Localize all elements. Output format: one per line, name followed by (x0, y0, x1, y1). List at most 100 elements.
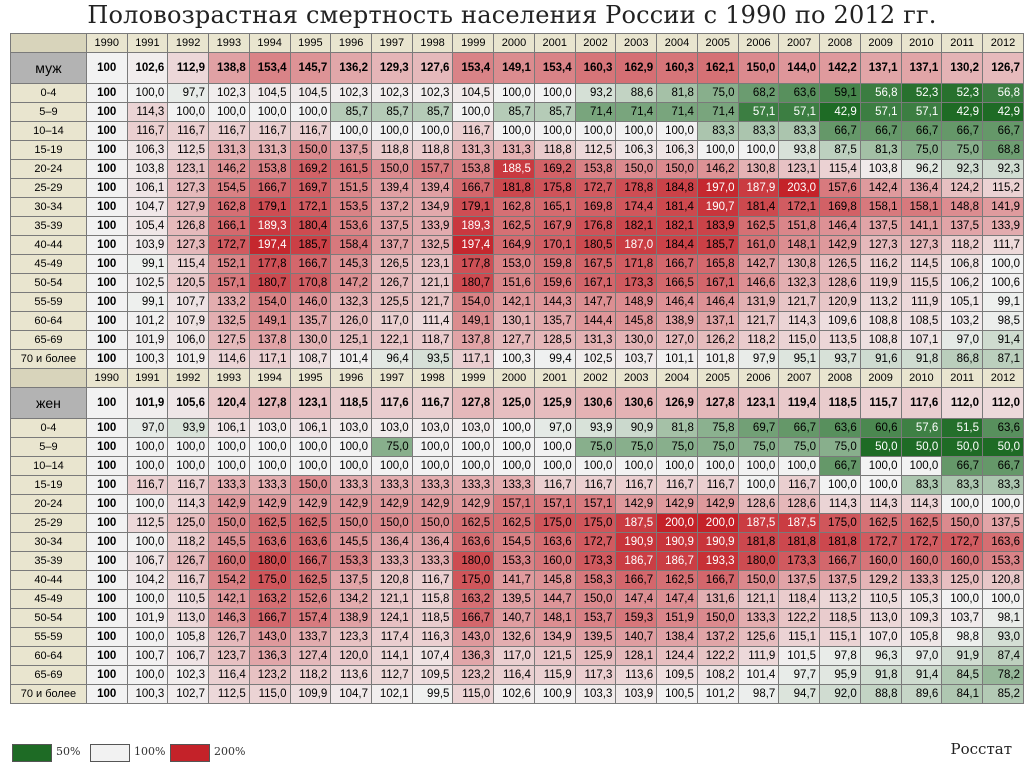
heatmap-value-cell: 181,8 (819, 532, 861, 552)
heatmap-value-cell: 127,5 (208, 330, 250, 350)
heatmap-value-cell: 152,1 (208, 254, 250, 274)
heatmap-value-cell: 101,4 (330, 349, 372, 369)
heatmap-value-cell: 50,0 (941, 437, 983, 457)
heatmap-value-cell: 100,0 (126, 589, 169, 609)
heatmap-value-cell: 139,4 (411, 178, 454, 198)
total-value-cell: 138,8 (208, 52, 250, 84)
age-group-row: 40-44 100 103,9 127,3 172,7 197,4 185,7 158,4 13… (10, 235, 1024, 255)
heatmap-value-cell: 116,7 (696, 475, 739, 495)
year-header-cell: 1990 (85, 33, 128, 53)
heatmap-value-cell: 145,8 (533, 570, 576, 590)
heatmap-value-cell: 90,9 (615, 418, 658, 438)
heatmap-value-cell: 124,2 (941, 178, 983, 198)
heatmap-value-cell: 166,7 (696, 570, 739, 590)
heatmap-value-cell: 81,3 (859, 140, 902, 160)
heatmap-value-cell: 105,8 (167, 627, 210, 647)
year-header-cell: 2006 (737, 368, 780, 388)
heatmap-value-cell: 146,2 (208, 159, 250, 179)
heatmap-value-cell: 162,5 (289, 570, 332, 590)
heatmap-value-cell: 145,3 (330, 254, 372, 274)
heatmap-value-cell: 101,1 (656, 349, 698, 369)
heatmap-value-cell: 95,9 (819, 665, 861, 685)
heatmap-value-cell: 102,6 (493, 684, 535, 704)
age-group-label: 15-19 (10, 475, 87, 495)
heatmap-value-cell: 120,5 (167, 273, 210, 293)
heatmap-value-cell: 116,7 (248, 121, 291, 141)
year-header-cell: 2001 (533, 368, 576, 388)
heatmap-value-cell: 169,2 (533, 159, 576, 179)
heatmap-value-cell: 162,5 (737, 216, 780, 236)
heatmap-value-cell: 120,8 (370, 570, 413, 590)
heatmap-value-cell: 144,4 (574, 311, 617, 331)
heatmap-value-cell: 100,0 (533, 121, 576, 141)
heatmap-value-cell: 129,2 (859, 570, 902, 590)
heatmap-value-cell: 172,1 (778, 197, 821, 217)
age-group-label: 5–9 (10, 437, 87, 457)
heatmap-value-cell: 97,8 (819, 646, 861, 666)
heatmap-value-cell: 113,2 (819, 589, 861, 609)
heatmap-value-cell: 96,3 (859, 646, 902, 666)
heatmap-value-cell: 100,0 (533, 437, 576, 457)
heatmap-value-cell: 118,2 (167, 532, 210, 552)
heatmap-value-cell: 105,3 (900, 589, 943, 609)
heatmap-value-cell: 111,7 (981, 235, 1024, 255)
heatmap-value-cell: 150,0 (370, 513, 413, 533)
year-header-cell: 2011 (941, 33, 983, 53)
heatmap-value-cell: 100,0 (941, 494, 983, 514)
heatmap-value-cell: 97,0 (126, 418, 169, 438)
heatmap-value-cell: 158,1 (900, 197, 943, 217)
heatmap-value-cell: 96,2 (900, 159, 943, 179)
heatmap-value-cell: 100,0 (981, 254, 1024, 274)
heatmap-value-cell: 103,0 (370, 418, 413, 438)
heatmap-value-cell: 102,3 (330, 83, 372, 103)
heatmap-value-cell: 101,2 (126, 311, 169, 331)
age-group-row: 25-29 100 112,5 125,0 150,0 162,5 162,5 150,0 15… (10, 513, 1024, 533)
heatmap-value-cell: 100 (85, 311, 128, 331)
heatmap-value-cell: 87,5 (819, 140, 861, 160)
heatmap-value-cell: 170,8 (289, 273, 332, 293)
year-header-cell: 1998 (411, 33, 454, 53)
heatmap-value-cell: 133,3 (452, 475, 495, 495)
heatmap-value-cell: 104,7 (330, 684, 372, 704)
age-group-label: 45-49 (10, 589, 87, 609)
total-value-cell: 117,6 (900, 387, 943, 419)
age-group-row: 45-49 100 99,1 115,4 152,1 177,8 166,7 145,3 126… (10, 254, 1024, 274)
heatmap-value-cell: 163,6 (289, 532, 332, 552)
heatmap-value-cell: 137,5 (941, 216, 983, 236)
heatmap-value-cell: 122,1 (370, 330, 413, 350)
heatmap-value-cell: 127,3 (167, 235, 210, 255)
heatmap-value-cell: 153,8 (452, 159, 495, 179)
heatmap-value-cell: 177,8 (248, 254, 291, 274)
heatmap-value-cell: 118,5 (819, 608, 861, 628)
age-group-row: 0-4 100 100,0 97,7 102,3 104,5 104,5 102,3 102,3… (10, 83, 1024, 103)
heatmap-value-cell: 115,2 (981, 178, 1024, 198)
heatmap-value-cell: 100,0 (126, 494, 169, 514)
heatmap-value-cell: 142,1 (493, 292, 535, 312)
heatmap-value-cell: 142,4 (859, 178, 902, 198)
year-header-cell: 1994 (248, 33, 291, 53)
heatmap-value-cell: 114,3 (126, 102, 169, 122)
heatmap-value-cell: 91,8 (859, 665, 902, 685)
heatmap-value-cell: 100,0 (574, 456, 617, 476)
heatmap-value-cell: 167,9 (533, 216, 576, 236)
heatmap-value-cell: 100,0 (859, 475, 902, 495)
heatmap-value-cell: 100 (85, 570, 128, 590)
year-header-cell: 1998 (411, 368, 454, 388)
heatmap-value-cell: 180,7 (452, 273, 495, 293)
heatmap-value-cell: 200,0 (696, 513, 739, 533)
heatmap-value-cell: 100,0 (289, 102, 332, 122)
heatmap-value-cell: 179,1 (452, 197, 495, 217)
heatmap-value-cell: 147,2 (330, 273, 372, 293)
total-value-cell: 136,2 (330, 52, 372, 84)
heatmap-value-cell: 131,3 (248, 140, 291, 160)
heatmap-value-cell: 100,0 (330, 437, 372, 457)
heatmap-value-cell: 100,0 (737, 475, 780, 495)
heatmap-value-cell: 163,6 (248, 532, 291, 552)
total-value-cell: 112,9 (167, 52, 210, 84)
total-value-cell: 160,3 (656, 52, 698, 84)
heatmap-value-cell: 157,1 (533, 494, 576, 514)
heatmap-value-cell: 172,7 (859, 532, 902, 552)
heatmap-value-cell: 116,7 (167, 121, 210, 141)
heatmap-value-cell: 150,0 (737, 570, 780, 590)
heatmap-value-cell: 106,7 (167, 646, 210, 666)
